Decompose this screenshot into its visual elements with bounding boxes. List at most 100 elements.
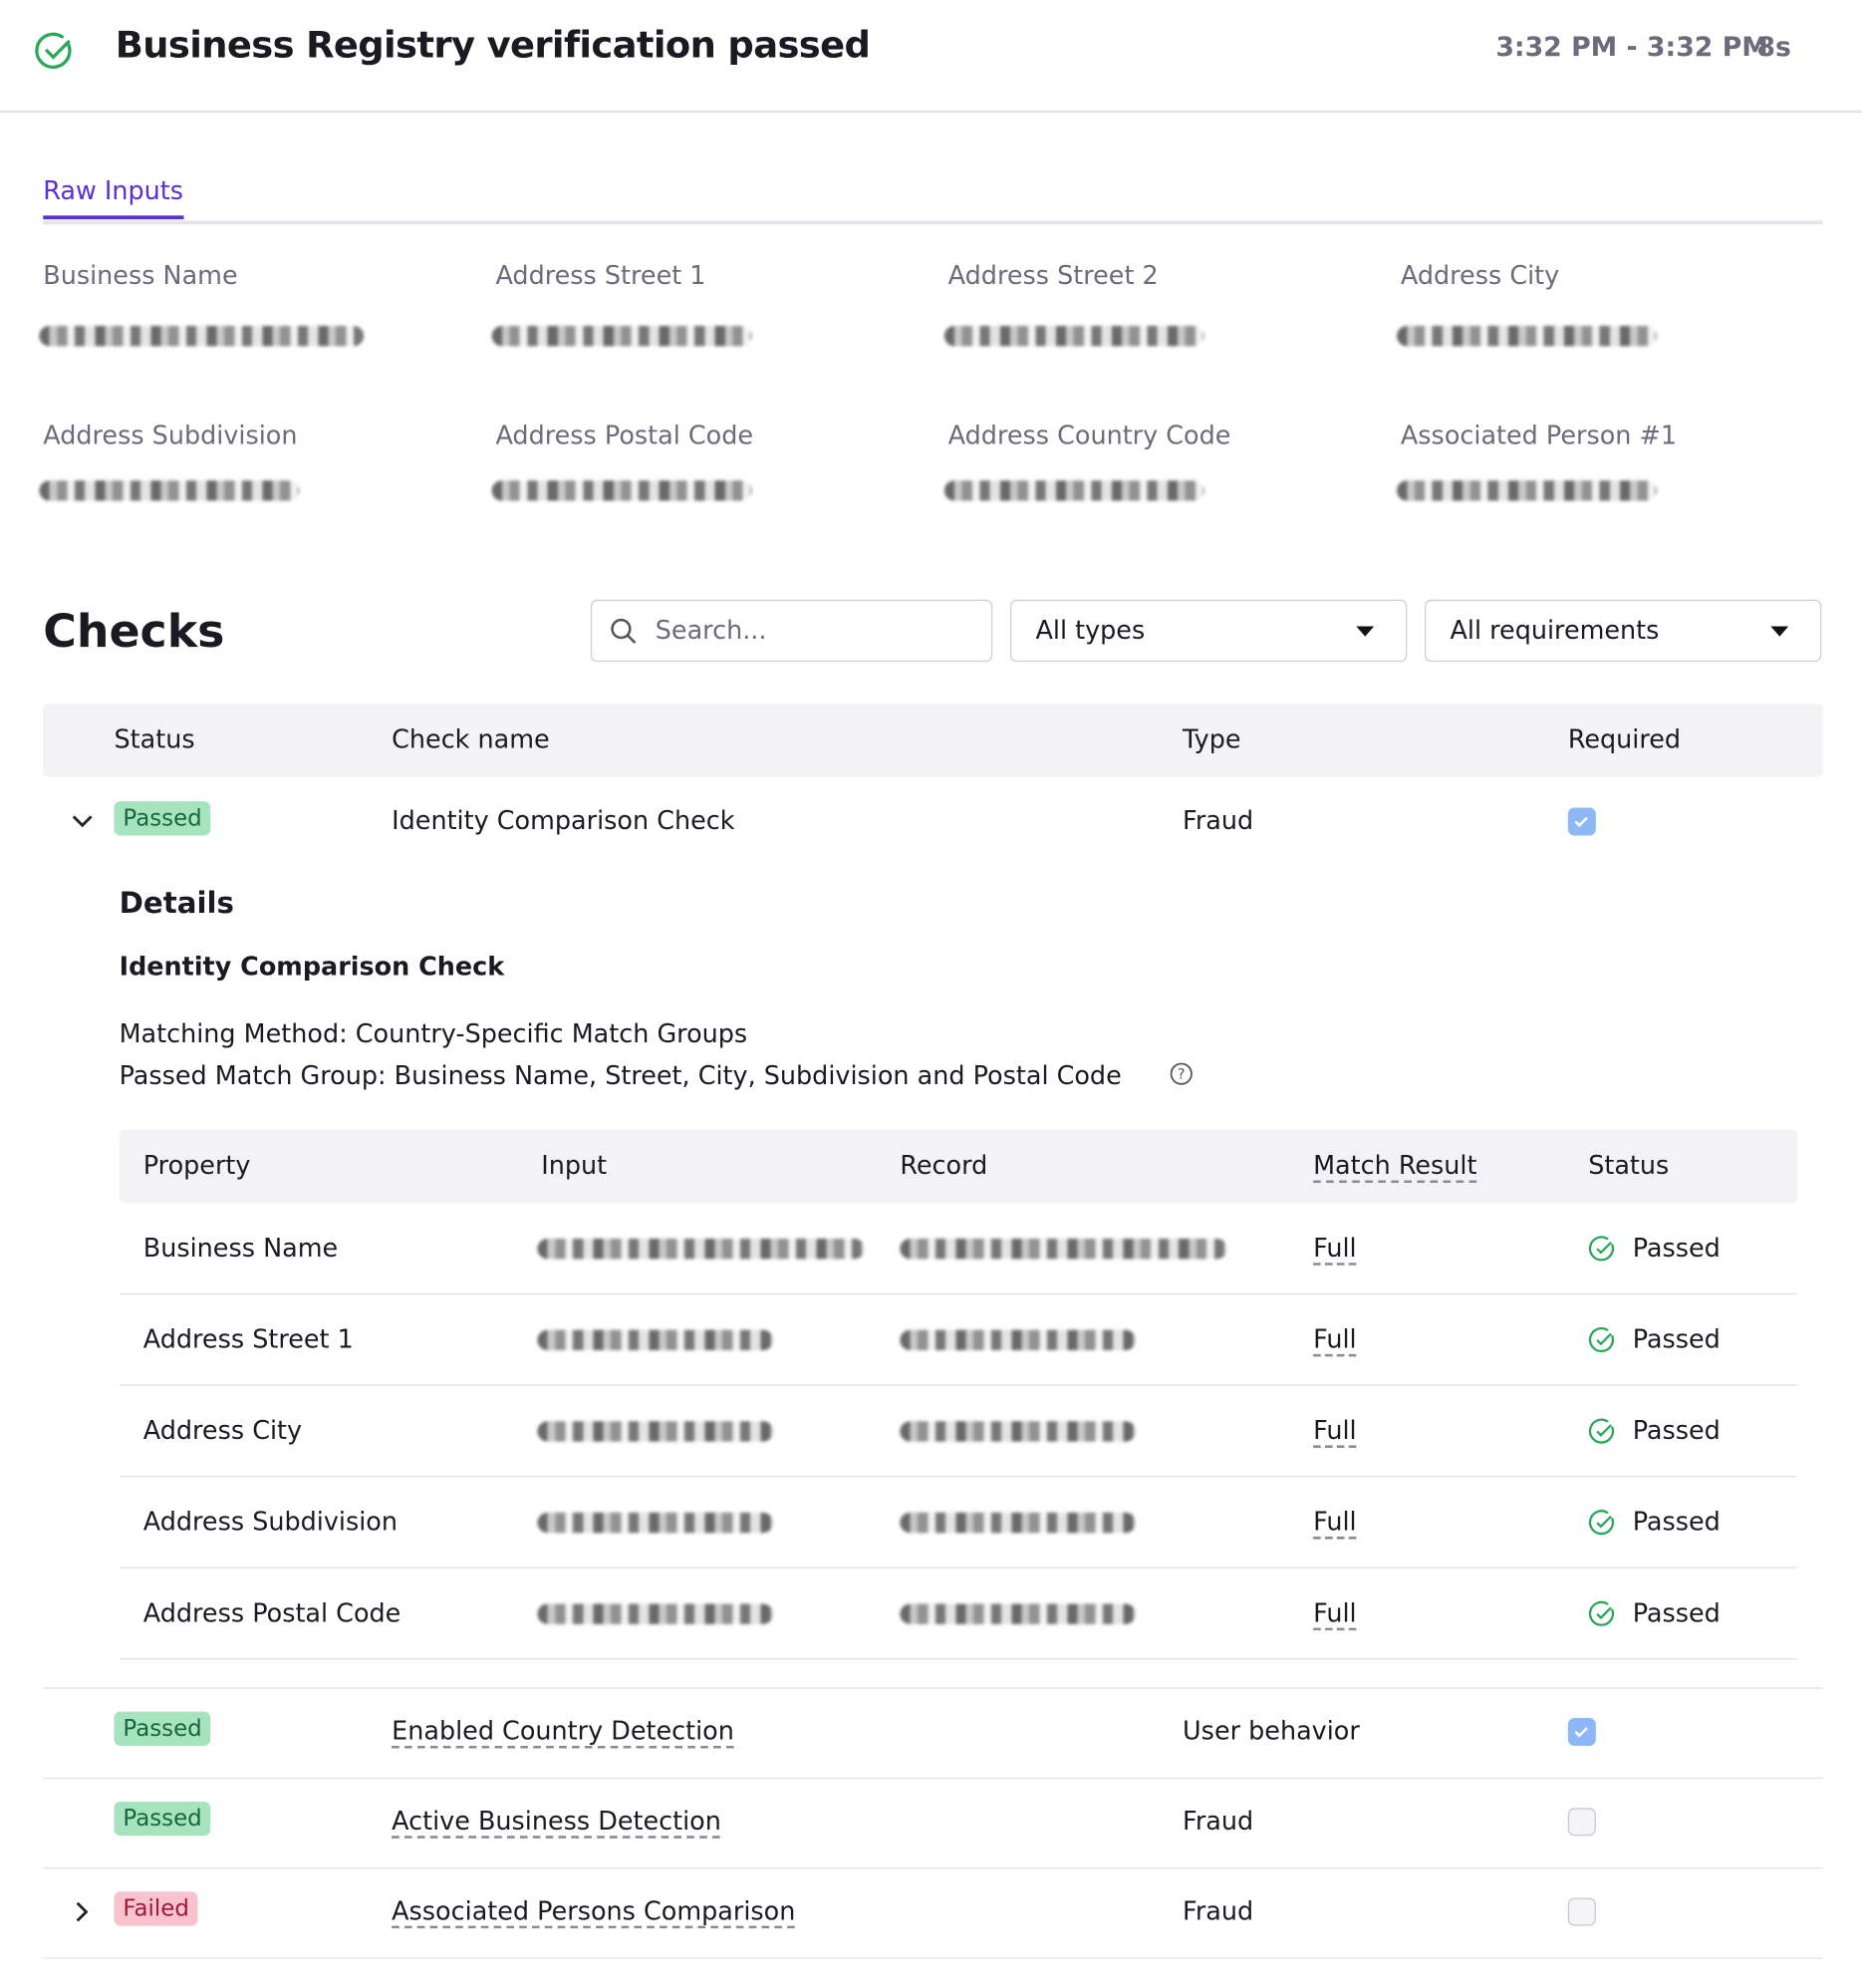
- caret: [1356, 626, 1375, 637]
- title: Business Registry verification passed: [115, 22, 871, 67]
- check-row: [43, 1687, 1823, 1780]
- check-type: Fraud: [1183, 1805, 1254, 1837]
- details-line: Matching Method: Country-Specific Match …: [119, 1017, 748, 1049]
- match-status: Passed: [1632, 1232, 1721, 1264]
- help-icon-svg: ?: [1170, 1062, 1193, 1085]
- subtable-column: Status: [1588, 1149, 1670, 1181]
- redacted-record: [900, 1239, 1227, 1260]
- match-result[interactable]: Full: [1313, 1597, 1357, 1628]
- redacted-value: [491, 480, 752, 501]
- svg-text:?: ?: [1178, 1067, 1185, 1083]
- check-type: User behavior: [1183, 1715, 1360, 1746]
- redacted-record: [900, 1329, 1136, 1350]
- redacted-input: [537, 1239, 865, 1260]
- status-badge: Passed: [114, 801, 211, 836]
- check-name[interactable]: Active Business Detection: [392, 1805, 721, 1837]
- input-label: Address Subdivision: [43, 420, 298, 450]
- match-result[interactable]: Full: [1313, 1323, 1357, 1354]
- details-line: Passed Match Group: Business Name, Stree…: [119, 1059, 1122, 1091]
- redacted-value: [943, 480, 1204, 501]
- tab[interactable]: Raw Inputs: [43, 175, 184, 220]
- check-mark: [1574, 1727, 1588, 1738]
- tab-rule: [43, 220, 1823, 225]
- subtable-column: Input: [541, 1149, 608, 1181]
- input-label: Address Street 1: [495, 259, 706, 291]
- status-badge: Passed: [114, 1711, 211, 1746]
- status-badge: Passed: [114, 1801, 211, 1837]
- subtable-row: [119, 1386, 1798, 1478]
- property: Address Postal Code: [142, 1597, 401, 1628]
- passed-icon: [1588, 1600, 1616, 1628]
- input-label: Address Country Code: [947, 420, 1231, 450]
- input-label: Address City: [1400, 259, 1560, 291]
- input-label: Address Street 2: [947, 259, 1159, 291]
- required-checkbox: [1567, 1897, 1596, 1926]
- subtable-column: Match Result: [1313, 1149, 1477, 1181]
- redacted-record: [900, 1421, 1136, 1442]
- subtable-column: Property: [142, 1149, 251, 1181]
- header: [0, 0, 1862, 114]
- required-checkbox: [1567, 1717, 1596, 1746]
- details-subtitle: Identity Comparison Check: [119, 951, 505, 982]
- redacted-value: [1397, 480, 1657, 501]
- expand-chevron[interactable]: [73, 1899, 93, 1924]
- caret: [1770, 626, 1789, 637]
- filter-label: All requirements: [1450, 615, 1660, 646]
- redacted-value: [39, 480, 300, 501]
- subtable-column: Record: [900, 1149, 988, 1181]
- subtable-row: [119, 1203, 1798, 1295]
- redacted-record: [900, 1512, 1136, 1534]
- passed-icon: [1588, 1235, 1616, 1263]
- help-icon[interactable]: ?: [1169, 1061, 1194, 1086]
- check-row: [43, 1778, 1823, 1869]
- check-type: Fraud: [1183, 804, 1254, 836]
- details-title: Details: [119, 887, 234, 921]
- check-name[interactable]: Associated Persons Comparison: [392, 1895, 796, 1926]
- column-header: Status: [114, 723, 195, 755]
- match-status: Passed: [1632, 1323, 1721, 1354]
- redacted-input: [537, 1603, 774, 1624]
- search-placeholder: Search...: [655, 615, 767, 646]
- match-result[interactable]: Full: [1313, 1506, 1357, 1538]
- search-input[interactable]: Search...: [590, 599, 993, 663]
- check-name: Identity Comparison Check: [392, 804, 735, 836]
- table-header: [43, 704, 1823, 777]
- match-result[interactable]: Full: [1313, 1232, 1357, 1264]
- input-label: Business Name: [43, 259, 238, 291]
- match-result[interactable]: Full: [1313, 1414, 1357, 1446]
- input-label: Associated Person #1: [1400, 420, 1678, 450]
- passed-icon-svg: [1588, 1510, 1615, 1536]
- filter-dropdown[interactable]: All types: [1010, 599, 1408, 663]
- column-header: Type: [1183, 723, 1241, 755]
- column-header: Required: [1567, 723, 1682, 755]
- passed-icon-svg: [1588, 1326, 1615, 1353]
- success-icon: [35, 32, 72, 69]
- redacted-input: [537, 1512, 774, 1534]
- checks-title: Checks: [43, 606, 225, 659]
- collapse-chevron[interactable]: [70, 811, 95, 831]
- property: Address Subdivision: [142, 1506, 399, 1538]
- subtable-row: [119, 1568, 1798, 1660]
- check-type: Fraud: [1183, 1895, 1254, 1926]
- redacted-value: [1397, 325, 1657, 347]
- check-row: [43, 777, 1823, 1689]
- check-name[interactable]: Enabled Country Detection: [392, 1715, 734, 1746]
- passed-icon: [1588, 1417, 1616, 1445]
- check-mark: [1574, 816, 1588, 828]
- filter-dropdown[interactable]: All requirements: [1425, 599, 1822, 663]
- match-status: Passed: [1632, 1506, 1721, 1538]
- redacted-value: [39, 325, 365, 347]
- filter-label: All types: [1035, 615, 1146, 646]
- property: Business Name: [142, 1232, 339, 1264]
- subtable-row: [119, 1477, 1798, 1568]
- redacted-input: [537, 1329, 774, 1350]
- property: Address Street 1: [142, 1323, 354, 1354]
- match-status: Passed: [1632, 1414, 1721, 1446]
- expand-chevron-svg: [76, 1901, 89, 1922]
- passed-icon-svg: [1588, 1418, 1615, 1444]
- passed-icon-svg: [1588, 1236, 1615, 1262]
- match-status: Passed: [1632, 1597, 1721, 1628]
- required-checkbox: [1567, 1808, 1596, 1837]
